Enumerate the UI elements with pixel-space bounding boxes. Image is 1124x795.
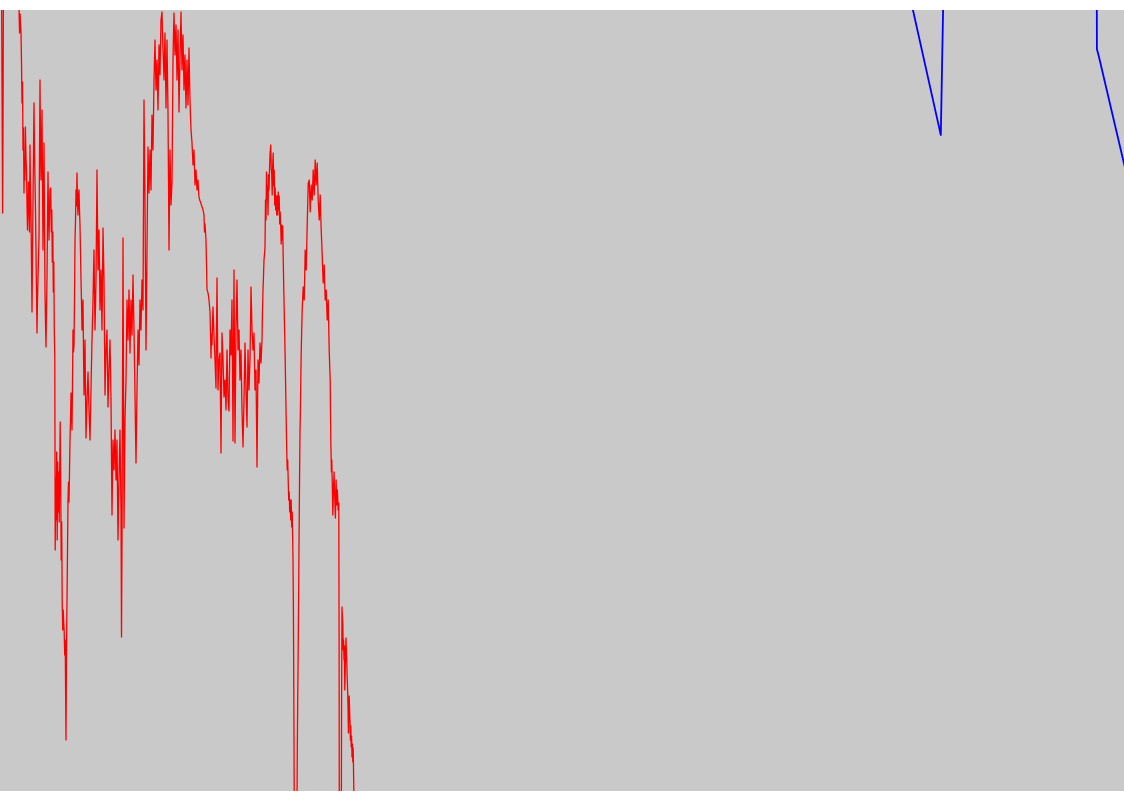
red-noisy-trace-line <box>1 10 355 791</box>
plot-background <box>0 10 1124 791</box>
blue-trace-segment-1-line <box>912 10 944 136</box>
blue-trace-segment-2-line <box>1095 10 1124 168</box>
